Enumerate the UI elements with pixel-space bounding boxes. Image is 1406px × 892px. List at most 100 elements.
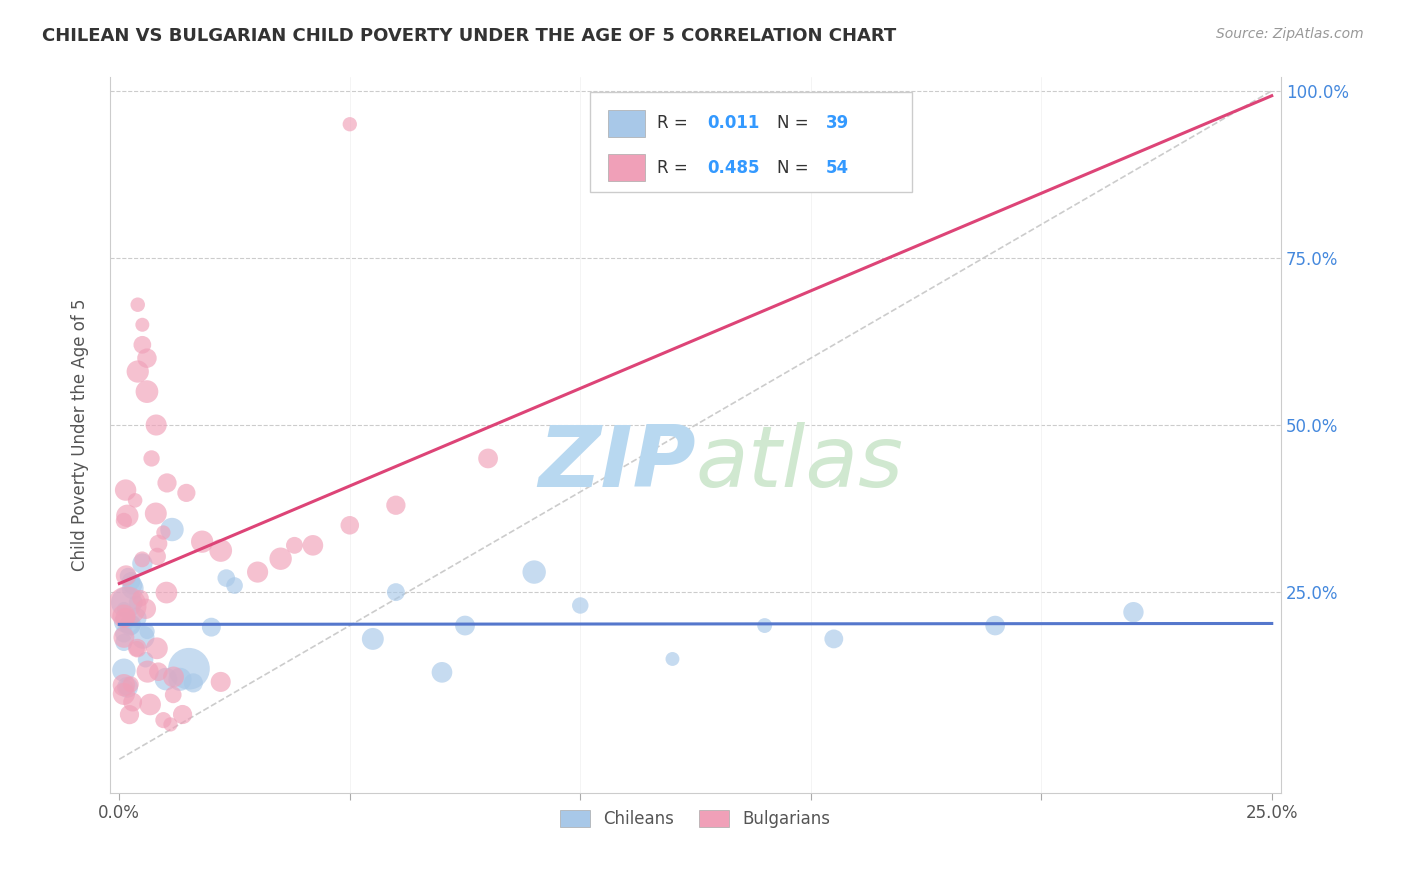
Point: [115, 681, 138, 695]
Point: [155, 585, 177, 599]
Point: [823, 632, 845, 646]
Text: 39: 39: [825, 114, 849, 132]
Point: [112, 678, 135, 692]
Point: [754, 618, 776, 632]
Point: [246, 565, 269, 579]
Point: [339, 518, 361, 533]
Point: [148, 665, 170, 679]
Point: [117, 680, 139, 694]
Point: [523, 565, 546, 579]
Point: [145, 417, 167, 432]
Point: [152, 525, 174, 540]
Point: [112, 514, 135, 528]
Point: [1122, 605, 1144, 619]
Point: [136, 624, 159, 639]
Text: Source: ZipAtlas.com: Source: ZipAtlas.com: [1216, 27, 1364, 41]
Point: [120, 617, 142, 632]
Text: 54: 54: [825, 159, 849, 177]
Point: [162, 670, 184, 684]
Point: [114, 483, 136, 497]
Point: [209, 674, 232, 689]
Bar: [607, 154, 645, 181]
Text: 0.011: 0.011: [707, 114, 759, 132]
Text: N =: N =: [778, 114, 814, 132]
Point: [131, 338, 153, 352]
Point: [160, 523, 183, 537]
Point: [112, 635, 135, 649]
Point: [159, 717, 181, 731]
Point: [125, 641, 148, 656]
Point: [302, 538, 325, 552]
Point: [984, 618, 1007, 632]
Point: [115, 595, 138, 609]
Point: [148, 536, 170, 550]
Point: [139, 698, 162, 712]
Point: [430, 665, 453, 680]
Point: [127, 298, 149, 312]
Point: [155, 672, 177, 686]
Point: [112, 663, 135, 677]
Point: [136, 351, 159, 366]
Point: [135, 653, 157, 667]
Point: [114, 610, 136, 624]
Point: [136, 384, 159, 399]
Point: [121, 582, 143, 596]
Point: [141, 451, 163, 466]
Point: [169, 673, 191, 687]
Point: [112, 602, 135, 616]
Point: [129, 591, 152, 606]
Point: [127, 641, 149, 656]
Point: [270, 551, 292, 566]
Point: [115, 568, 138, 582]
Point: [115, 599, 138, 613]
Point: [136, 665, 159, 679]
Point: [477, 451, 499, 466]
Text: ZIP: ZIP: [538, 422, 696, 505]
Point: [125, 595, 148, 609]
Text: CHILEAN VS BULGARIAN CHILD POVERTY UNDER THE AGE OF 5 CORRELATION CHART: CHILEAN VS BULGARIAN CHILD POVERTY UNDER…: [42, 27, 897, 45]
Point: [661, 652, 683, 666]
Point: [215, 571, 238, 585]
Point: [385, 498, 408, 512]
Point: [569, 599, 592, 613]
Point: [200, 620, 222, 634]
Point: [112, 687, 135, 701]
Point: [162, 688, 184, 702]
Point: [191, 534, 214, 549]
Point: [224, 578, 246, 592]
Point: [131, 552, 153, 566]
Point: [454, 618, 477, 632]
Point: [131, 318, 153, 332]
Point: [361, 632, 384, 646]
Point: [112, 626, 135, 640]
Point: [176, 486, 198, 500]
Point: [112, 615, 135, 630]
Y-axis label: Child Poverty Under the Age of 5: Child Poverty Under the Age of 5: [72, 299, 89, 571]
Point: [156, 475, 179, 490]
Point: [125, 611, 148, 625]
Point: [183, 676, 205, 690]
Point: [172, 707, 194, 722]
Point: [121, 578, 143, 592]
Point: [131, 557, 153, 571]
Point: [124, 493, 146, 508]
Point: [145, 507, 167, 521]
Bar: [607, 110, 645, 136]
Legend: Chileans, Bulgarians: Chileans, Bulgarians: [554, 803, 838, 834]
Point: [118, 618, 141, 632]
Point: [132, 630, 155, 644]
Point: [118, 707, 141, 722]
Point: [339, 117, 361, 131]
Point: [135, 602, 157, 616]
Text: N =: N =: [778, 159, 814, 177]
Point: [209, 543, 232, 558]
Point: [120, 677, 142, 691]
Point: [283, 538, 305, 552]
Point: [121, 695, 143, 709]
Point: [146, 641, 169, 656]
Point: [112, 631, 135, 645]
Point: [112, 609, 135, 624]
FancyBboxPatch shape: [591, 92, 912, 192]
Point: [152, 713, 174, 727]
Point: [120, 574, 142, 589]
